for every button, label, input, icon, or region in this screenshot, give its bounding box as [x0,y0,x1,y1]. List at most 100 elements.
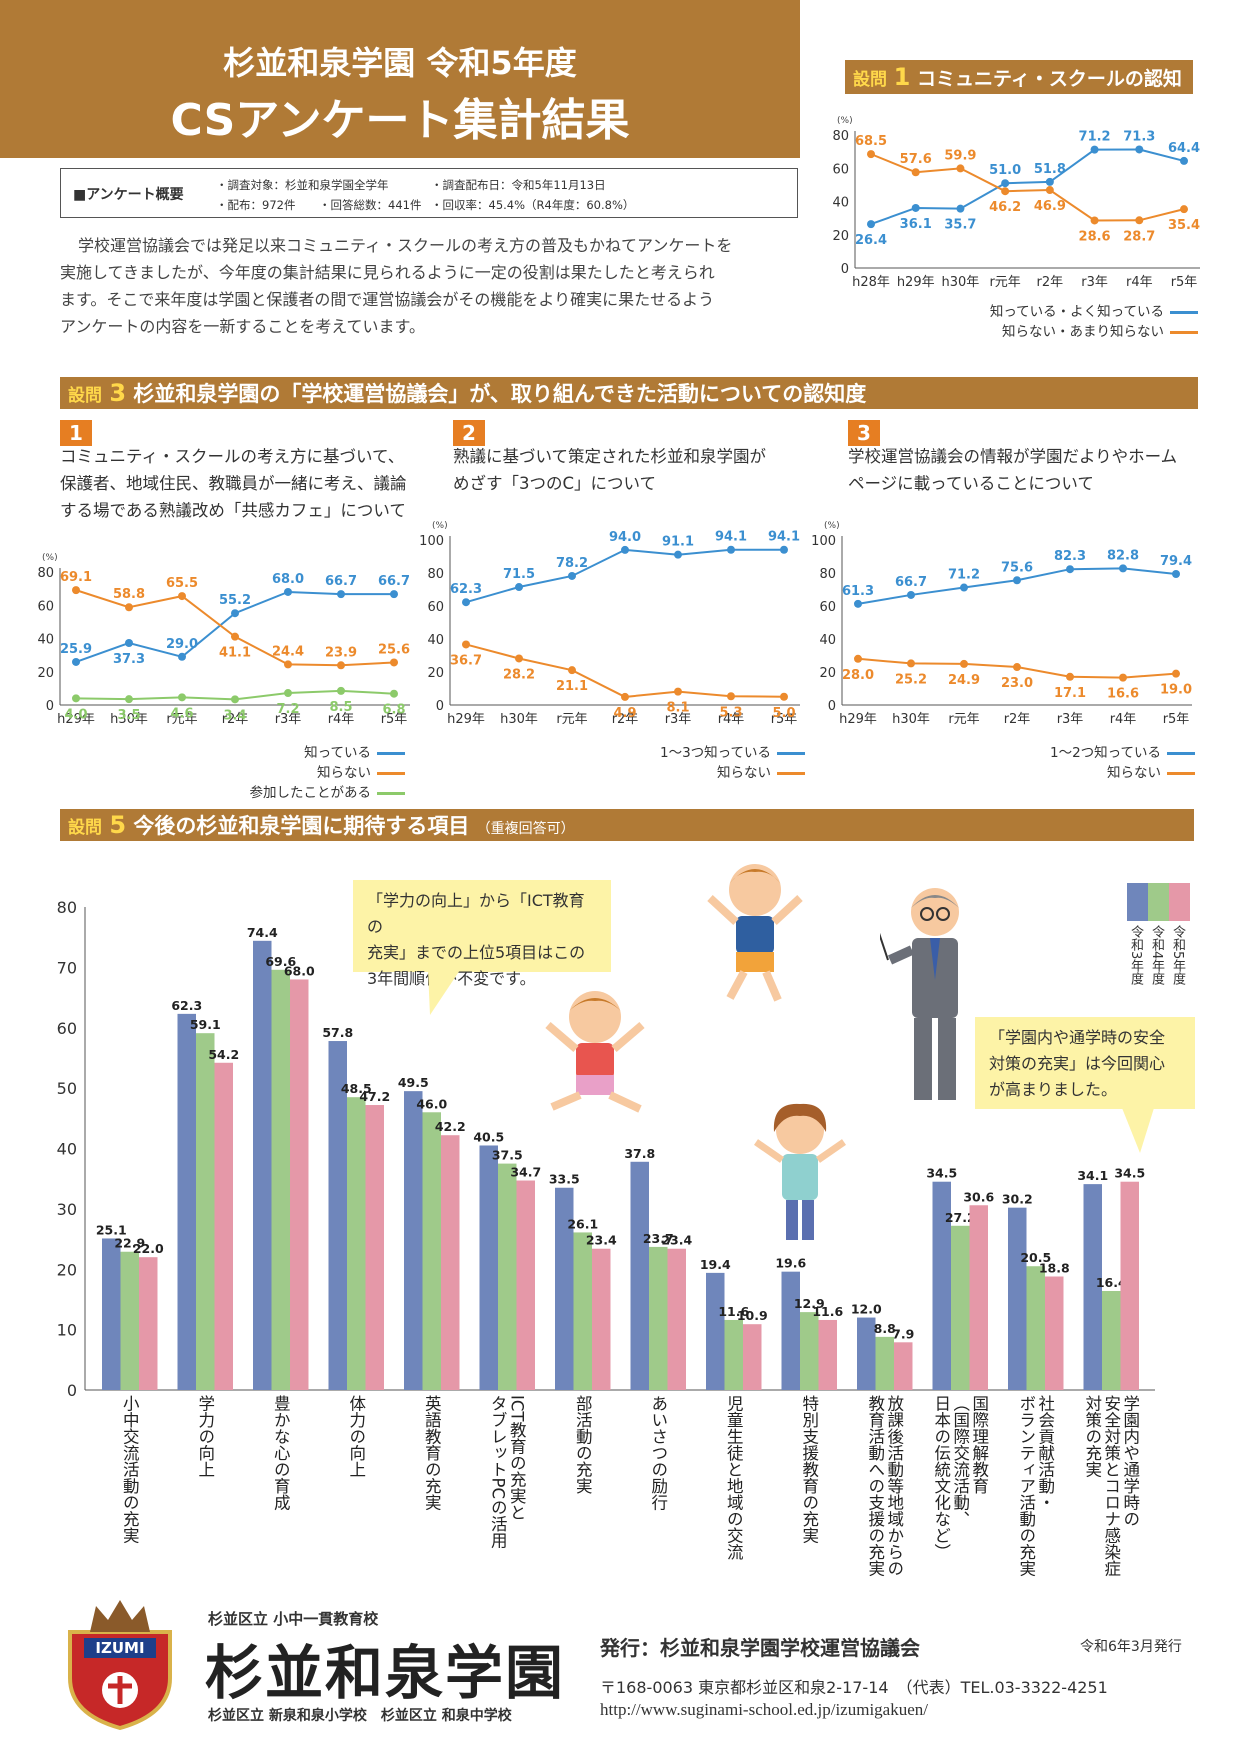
boy-jumping-illustration [707,864,803,1002]
data-point [390,590,398,599]
series-line [870,153,1185,222]
intro-line: ます。そこで来年度は学園と保護者の間で運営協議会がその機能をより確実に果たせるよ… [60,290,715,309]
bar-value-label: 57.8 [322,1025,353,1040]
bar [177,1013,196,1390]
data-point [960,659,968,668]
label-line: 社会貢献活動・ [1035,1395,1055,1511]
data-point [854,654,862,663]
data-point [1001,179,1010,188]
girl-illustration [754,1103,846,1240]
data-label: 4.0 [64,707,87,722]
label-line: タブレットPCの活用 [488,1395,508,1549]
bar [253,940,272,1390]
legend-label: 知らない [1107,765,1161,781]
address: 〒168-0063 東京都杉並区和泉2-17-14 （代表）TEL.03-332… [600,1678,1108,1697]
y-tick-label: 40 [427,633,444,648]
issued-date: 令和6年3月発行 [1080,1639,1182,1655]
data-point [911,203,920,212]
data-point [1180,156,1188,165]
data-label: 35.4 [1168,218,1200,233]
bar [102,1238,121,1390]
bar-value-label: 23.7 [643,1231,674,1246]
y-tick-label: 80 [832,129,849,144]
bar-value-label: 7.9 [892,1326,914,1341]
data-label: 3.4 [223,708,246,723]
data-point [178,592,186,601]
data-label: 36.7 [450,653,482,668]
page-title: CSアンケート集計結果 [170,95,630,146]
speech-bubble-top5: 「学力の向上」から「ICT教育の 充実」までの上位5項目はこの 3年間順位が不変… [353,880,611,988]
data-label: 66.7 [378,574,410,589]
data-point [337,590,345,599]
q1-header: 設問 1 コミュニティ・スクールの認知 [845,60,1193,94]
x-tick-label: r5年 [1171,275,1198,288]
data-point [867,220,875,229]
legend-label: 知っている・よく知っている [989,304,1164,320]
bar-value-label: 16.4 [1096,1275,1127,1290]
school-logo: IZUMI [68,1600,172,1730]
legend-label: 令和5年度 [1170,925,1185,986]
bar [516,1180,535,1390]
legend-item: 1〜3つ知っている [570,741,805,761]
x-category-label: 部活動の充実 [573,1395,592,1494]
label-line: 放課後活動等地域からの [884,1395,904,1577]
x-tick-label: r元年 [948,712,979,727]
data-label: 79.4 [1160,554,1192,569]
x-tick-label: r元年 [556,712,587,727]
data-point [727,692,735,701]
bar [498,1163,517,1390]
survey-overview: ■アンケート概要 ・調査対象：杉並和泉学園全学年 ・調査配布日：令和5年11月1… [60,168,798,218]
website-url[interactable]: http://www.suginami-school.ed.jp/izumiga… [600,1700,928,1719]
label-line: 部活動の充実 [573,1395,593,1494]
data-label: 55.2 [219,593,251,608]
x-tick-label: h30年 [942,275,980,288]
q3-header: 設問 3 杉並和泉学園の「学校運営協議会」が、取り組んできた活動についての認知度 [60,377,1198,409]
header-subtitle: 杉並和泉学園 令和5年度 [223,44,577,82]
y-tick-label: 60 [37,599,54,614]
data-point [1172,669,1180,678]
bar [1120,1181,1139,1390]
x-tick-label: h30年 [110,712,148,727]
q3-2-chart-container: (%) 0 20 40 60 80 100 h29年 h30年 r元年 r2年 r3年 r4年 r5年 62… [419,513,805,739]
bar-value-label: 27.2 [945,1210,976,1225]
x-category-label: 社会貢献活動・ ボランティア活動の充実 [1017,1395,1055,1577]
bar [1083,1184,1102,1390]
y-tick-label: 60 [832,162,849,177]
bar-value-label: 34.5 [1114,1166,1145,1181]
y-unit-label: (%) [824,521,840,531]
data-point [907,590,915,599]
data-point [1013,576,1021,585]
q5-title: 今後の杉並和泉学園に期待する項目 [133,814,470,838]
data-point [780,692,788,701]
data-point [907,659,915,668]
q3-item-badge: 1 [60,420,92,446]
speech-line: 「学園内や通学時の安全 [989,1028,1166,1047]
data-label: 78.2 [556,556,588,571]
y-tick-label: 80 [819,567,836,582]
data-point [867,150,875,159]
bar-value-label: 11.6 [812,1304,843,1319]
data-point [674,550,682,559]
label-line: 小中交流活動の充実 [120,1395,140,1544]
bar-value-label: 33.5 [549,1172,580,1187]
bar [857,1317,876,1390]
label-line: （国際交流活動、 [950,1395,970,1527]
bar [290,979,309,1390]
q5-number: 5 [109,811,127,839]
label-line: 学力の向上 [195,1395,215,1478]
q3-2-line-chart: (%) 0 20 40 60 80 100 h29年 h30年 r元年 r2年 r3年 r4年 r5年 62… [419,521,800,727]
publisher: 発行：杉並和泉学園学校運営協議会 [600,1636,920,1660]
data-label: 71.3 [1123,129,1155,144]
legend-label: 知っている [304,745,371,761]
data-point [462,598,470,607]
bar-value-label: 26.1 [567,1216,598,1231]
y-tick-label: 0 [67,1381,77,1400]
data-label: 61.3 [842,584,874,599]
data-point [1135,145,1144,154]
y-tick-label: 40 [832,196,849,211]
data-label: 46.9 [1034,199,1066,214]
x-category-label: 特別支援教育の充実 [800,1395,819,1544]
legend-swatch [1169,883,1190,921]
data-point [1135,216,1144,225]
y-tick-label: 40 [57,1140,77,1159]
